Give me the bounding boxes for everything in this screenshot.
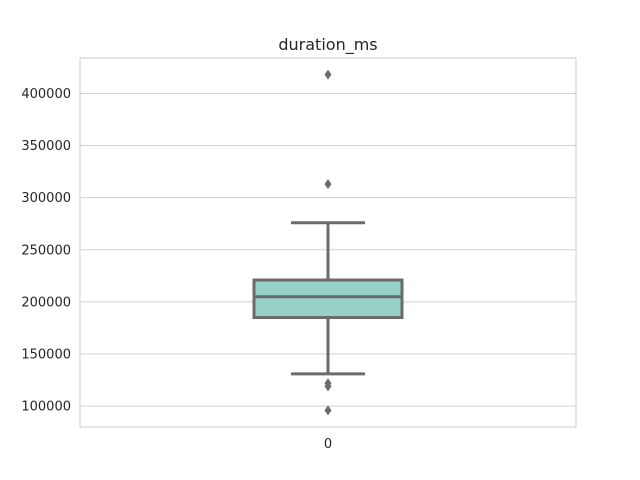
box-plot-series bbox=[252, 69, 404, 416]
y-tick-label: 200000 bbox=[21, 295, 71, 310]
outlier-point bbox=[324, 405, 332, 416]
chart-title: duration_ms bbox=[278, 35, 377, 55]
outlier-point bbox=[324, 69, 332, 80]
y-tick-label: 350000 bbox=[21, 139, 71, 154]
y-tick-label: 250000 bbox=[21, 243, 71, 258]
y-tick-label: 150000 bbox=[21, 348, 71, 363]
outlier-point bbox=[324, 179, 332, 190]
plot-frame bbox=[79, 57, 577, 428]
y-tick-label: 300000 bbox=[21, 191, 71, 206]
y-tick-label: 400000 bbox=[21, 87, 71, 102]
iqr-box bbox=[252, 278, 404, 320]
outlier-point bbox=[324, 381, 332, 392]
y-axis-tick-labels: 100000 150000 200000 250000 300000 350000 4000… bbox=[21, 87, 71, 415]
x-tick-label: 0 bbox=[324, 437, 332, 452]
x-axis-tick-labels: 0 bbox=[324, 437, 332, 452]
y-tick-label: 100000 bbox=[21, 400, 71, 415]
